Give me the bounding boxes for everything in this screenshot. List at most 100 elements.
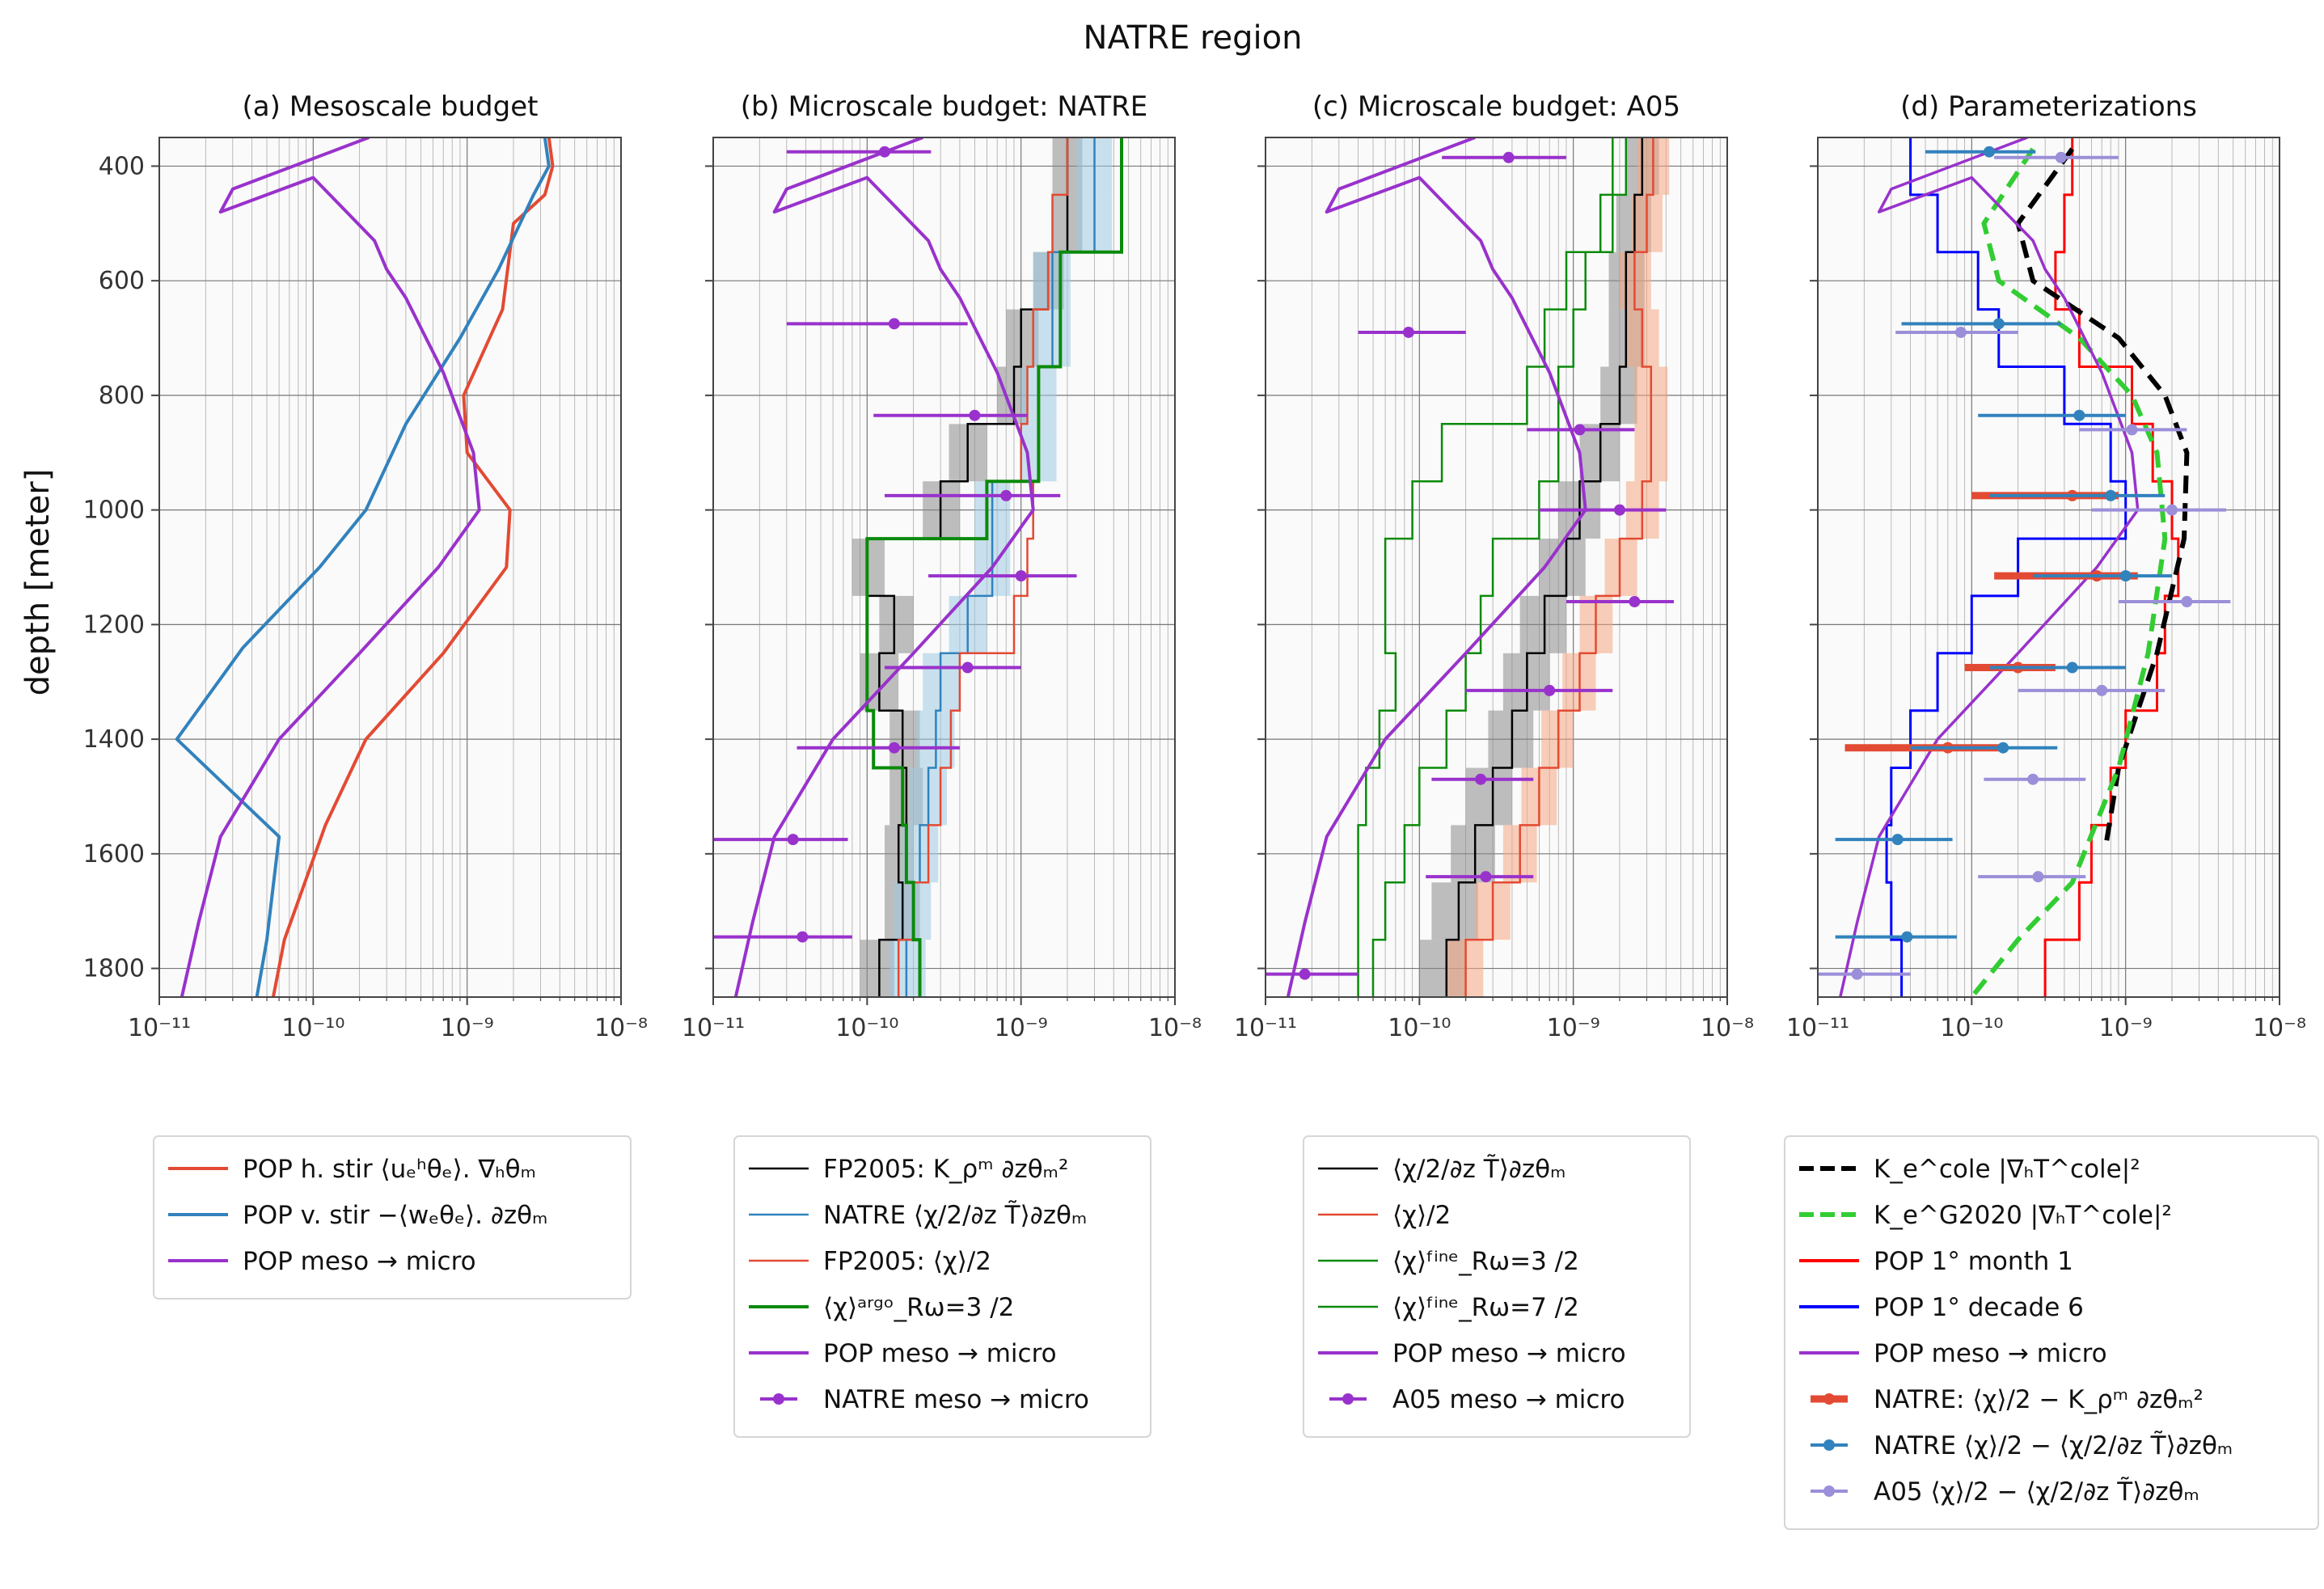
data-point [1954,326,1967,338]
panel-title: (c) Microscale budget: A05 [1312,91,1680,123]
legend-label: POP meso → micro [823,1339,1057,1368]
legend-label: FP2005: ⟨χ⟩/2 [823,1247,991,1276]
data-point [2027,773,2039,785]
uncertainty-band [1465,767,1512,826]
x-tick-label: 10⁻⁹ [441,1014,494,1042]
series-line [1969,147,2168,997]
uncertainty-band [1488,710,1534,768]
plot-area [159,137,621,997]
axes-frame [712,137,1176,998]
x-tick-label: 10⁻¹¹ [1234,1014,1297,1042]
panel-b: 10⁻¹¹ 10⁻¹⁰ 10⁻⁹ 10⁻⁸ (b) Microscale budget:… [682,91,1202,1042]
data-point [2055,151,2067,163]
series-line [180,137,481,997]
step-series-line [905,137,1096,997]
legend-c: ⟨χ/2/∂z T̃⟩∂zθₘ ⟨χ⟩/2 ⟨χ⟩ᶠⁱⁿᵉ_Rω=3 /2 ⟨χ⟩ᶠⁱ… [1303,1135,1691,1438]
figure-suptitle: NATRE region [1084,19,1303,57]
legend-label: ⟨χ/2/∂z T̃⟩∂zθₘ [1392,1155,1566,1184]
legend-marker [1823,1485,1835,1497]
y-tick-label: 1000 [83,497,145,525]
plot-content [1818,137,2231,997]
panel-a: 10⁻¹¹ 10⁻¹⁰ 10⁻⁹ 10⁻⁸ 400 600 800 1000 1200 1400 1… [83,91,648,1042]
x-tick-label: 10⁻¹¹ [128,1014,191,1042]
data-point [2066,661,2078,674]
step-series-line [897,137,1069,997]
legend-marker [1823,1439,1835,1451]
legend-label: FP2005: K_ρᵐ ∂zθₘ² [823,1155,1068,1184]
legend-d: K_e^cole |∇ₕT^cole|² K_e^G2020 |∇ₕT^cole|… [1784,1135,2319,1530]
data-point [2096,684,2108,696]
step-series-line [865,137,1123,997]
legend-label: NATRE meso → micro [823,1385,1089,1414]
legend-box [1784,1135,2319,1530]
data-point [1984,146,1996,158]
x-tick-label: 10⁻⁹ [995,1014,1048,1042]
legend-marker [1823,1393,1835,1405]
data-point [1901,931,1913,943]
data-point [2032,871,2044,883]
legend-label: NATRE ⟨χ⟩/2 − ⟨χ/2/∂z T̃⟩∂zθₘ [1874,1431,2233,1460]
grid [159,137,621,997]
uncertainty-band [1519,595,1566,653]
data-point [1544,684,1556,696]
legend-b: FP2005: K_ρᵐ ∂zθₘ² NATRE ⟨χ/2/∂z T̃⟩∂zθₘ F… [733,1135,1151,1438]
uncertainty-band [889,710,920,768]
legend-label: K_e^cole |∇ₕT^cole|² [1874,1155,2140,1184]
step-series-line [1445,137,1644,997]
data-point [2126,424,2138,436]
data-point [2105,489,2117,501]
data-point [1891,834,1904,846]
x-tick-label: 10⁻¹⁰ [1388,1014,1451,1042]
series-line [1286,137,1587,997]
data-point [1502,151,1515,163]
axes-frame [1817,137,2280,998]
uncertainty-band [1604,539,1637,596]
series-line [271,137,555,997]
panel-title: (b) Microscale budget: NATRE [741,91,1148,123]
legend-marker [1342,1393,1354,1405]
data-point [969,409,981,421]
uncertainty-band [1431,882,1478,940]
data-point [796,931,809,943]
legend-label: ⟨χ⟩/2 [1392,1201,1451,1230]
series-line [1839,137,2140,997]
legend-box [1303,1135,1691,1438]
legend-label: POP meso → micro [243,1247,476,1276]
y-tick-label: 800 [99,382,145,410]
data-point [1475,773,1487,785]
data-point [879,146,891,158]
data-point [2119,570,2132,582]
data-point [1992,318,2005,330]
series-line [175,137,551,997]
y-tick-label: 1400 [83,725,145,754]
data-point [1000,489,1012,501]
legend-a: POP h. stir ⟨uₑʰθₑ⟩. ∇ₕθₘ POP v. stir −⟨w… [153,1135,632,1300]
step-series-line [1464,137,1654,997]
x-tick-label: 10⁻⁹ [1547,1014,1600,1042]
y-tick-label: 1600 [83,840,145,868]
data-point [1574,424,1586,436]
x-tick-label: 10⁻¹⁰ [835,1014,898,1042]
x-tick-label: 10⁻⁸ [1148,1014,1202,1042]
x-tick-label: 10⁻⁸ [1701,1014,1754,1042]
uncertainty-band [860,940,894,997]
legend-label: ⟨χ⟩ᵃʳᵍᵒ_Rω=3 /2 [823,1293,1014,1322]
legend-label: POP 1° decade 6 [1874,1293,2084,1322]
legend-label: POP meso → micro [1392,1339,1626,1368]
legend-label: POP v. stir −⟨wₑθₑ⟩. ∂zθₘ [243,1201,547,1230]
panel-d: 10⁻¹¹ 10⁻¹⁰ 10⁻⁹ 10⁻⁸ (d) Parameterizations [1786,91,2306,1042]
legend-label: ⟨χ⟩ᶠⁱⁿᵉ_Rω=3 /2 [1392,1247,1579,1276]
data-point [961,661,974,674]
x-tick-label: 10⁻¹¹ [1786,1014,1849,1042]
data-point [2166,504,2178,516]
uncertainty-band [1541,710,1574,768]
y-tick-label: 400 [99,152,145,180]
data-point [2073,409,2085,421]
data-point [1851,968,1863,980]
x-tick-label: 10⁻⁸ [2253,1014,2306,1042]
axes-frame [1265,137,1728,998]
step-series-line [1371,137,1628,997]
legend-label: POP meso → micro [1874,1339,2107,1368]
x-tick-label: 10⁻¹¹ [682,1014,745,1042]
